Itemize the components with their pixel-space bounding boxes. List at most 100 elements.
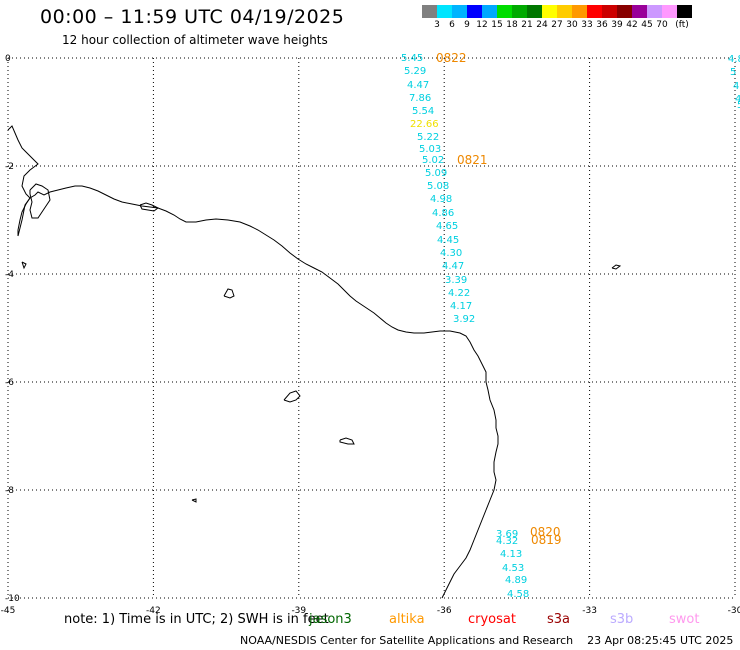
legend-label: 39: [611, 20, 623, 30]
legend-swatch: [617, 5, 632, 18]
x-tick-label: -45: [1, 606, 16, 616]
legend-swatch: [422, 5, 437, 18]
satellite-swot: swot: [669, 612, 700, 627]
legend-swatch: [527, 5, 542, 18]
satellite-s3a: s3a: [547, 612, 571, 627]
x-tick-label: -42: [146, 606, 161, 616]
wave-height-label: 4: [735, 94, 740, 105]
wave-height-label: 4.8: [728, 54, 740, 65]
x-tick-label: -39: [291, 606, 306, 616]
map-grid: [7, 57, 736, 599]
lake-2: [283, 390, 301, 403]
wave-height-label: 4.17: [450, 301, 472, 312]
pass-time-label: 0822: [436, 51, 467, 65]
legend-swatch: [587, 5, 602, 18]
satellite-cryosat: cryosat: [468, 612, 516, 627]
legend-labels: 3 6 9 12 15 18 21 24 27 30 33 36 39 42 45 70 (ft): [422, 18, 692, 32]
legend-label: (ft): [675, 20, 689, 30]
legend-swatch: [602, 5, 617, 18]
wave-height-label: 4.45: [437, 235, 459, 246]
legend-label: 15: [491, 20, 503, 30]
coastline-estuary: [7, 125, 39, 236]
x-tick-label: -33: [582, 606, 597, 616]
wave-height-label: 3.92: [453, 314, 475, 325]
y-tick-label: -2: [5, 162, 14, 172]
legend-label: 30: [566, 20, 578, 30]
y-tick-label: -10: [5, 594, 20, 604]
legend-label: 21: [521, 20, 533, 30]
lake-3: [339, 437, 355, 445]
wave-height-label: 4.98: [430, 194, 452, 205]
legend-swatch: [677, 5, 692, 18]
wave-height-label: 5.29: [404, 66, 426, 77]
legend-label: 24: [536, 20, 548, 30]
map-subtitle: 12 hour collection of altimeter wave hei…: [62, 33, 328, 47]
coastline-fragment: [21, 261, 27, 270]
altimeter-points: 5.45 5.29 4.47 7.86 5.54 22.66 5.225.035.02 5.0…: [401, 51, 740, 600]
wave-height-label: 5.54: [412, 106, 434, 117]
legend-swatch: [482, 5, 497, 18]
y-tick-label: -8: [5, 486, 14, 496]
legend-label: 12: [476, 20, 488, 30]
axis-tick-labels: -45 -42 -39 -36 -33 -30 0 -2 -4 -6 -8 -10: [1, 54, 740, 616]
legend-swatch: [512, 5, 527, 18]
wave-height-label: 4.22: [448, 288, 470, 299]
wave-height-label: 5.45: [401, 53, 423, 64]
wave-height-label: 4.53: [502, 563, 524, 574]
legend-swatch: [497, 5, 512, 18]
satellite-jason3: jason3: [309, 612, 352, 627]
legend-label: 70: [656, 20, 668, 30]
legend-swatch: [542, 5, 557, 18]
wave-height-label: 4.32: [496, 536, 518, 547]
legend-label: 9: [464, 20, 470, 30]
wave-height-label: 4.65: [436, 221, 458, 232]
wave-height-label: 5.03: [419, 144, 441, 155]
pass-time-label: 0821: [457, 153, 488, 167]
legend-swatch: [647, 5, 662, 18]
wave-height-label: 4.89: [505, 575, 527, 586]
legend-label: 33: [581, 20, 593, 30]
satellite-altika: altika: [389, 612, 425, 627]
legend-label: 36: [596, 20, 608, 30]
wave-height-label: 22.66: [410, 119, 439, 130]
wave-height-label: 3.39: [445, 275, 467, 286]
legend-label: 3: [434, 20, 440, 30]
legend-swatch: [662, 5, 677, 18]
lake-1: [223, 288, 235, 299]
wave-height-label: 4.47: [442, 261, 464, 272]
map-title: 00:00 – 11:59 UTC 04/19/2025: [40, 6, 345, 28]
wave-height-label: 4: [733, 81, 739, 92]
island-fragment: [611, 264, 622, 270]
wave-height-label: 5.08: [427, 181, 449, 192]
wave-height-label: 4.86: [432, 208, 454, 219]
legend-label: 18: [506, 20, 518, 30]
y-tick-label: -6: [5, 378, 14, 388]
legend-swatch: [557, 5, 572, 18]
lake-4: [191, 498, 197, 503]
legend-swatches: [422, 5, 692, 18]
y-tick-label: -4: [5, 270, 14, 280]
coastline-mainland: [17, 185, 499, 599]
y-tick-label: 0: [5, 54, 11, 64]
wave-height-label: 5.22: [417, 132, 439, 143]
legend-label: 42: [626, 20, 638, 30]
coastline: [7, 125, 622, 599]
wave-height-label: 5: [730, 67, 736, 78]
wave-height-label: 4.30: [440, 248, 462, 259]
legend-swatch: [632, 5, 647, 18]
wave-height-label: 5.02: [422, 155, 444, 166]
wave-height-label: 4.13: [500, 549, 522, 560]
wave-height-label: 5.09: [425, 168, 447, 179]
wave-height-label: 5: [737, 100, 740, 111]
legend-swatch: [452, 5, 467, 18]
coastline-estuary-island: [29, 183, 51, 219]
footer-credit: NOAA/NESDIS Center for Satellite Applica…: [240, 634, 734, 647]
legend-label: 27: [551, 20, 563, 30]
wave-height-label: 7.86: [409, 93, 431, 104]
legend-label: 45: [641, 20, 653, 30]
color-legend: 3 6 9 12 15 18 21 24 27 30 33 36 39 42 45 70 (ft): [422, 5, 692, 32]
legend-swatch: [572, 5, 587, 18]
pass-time-label: 0820: [530, 525, 561, 539]
x-tick-label: -30: [728, 606, 740, 616]
